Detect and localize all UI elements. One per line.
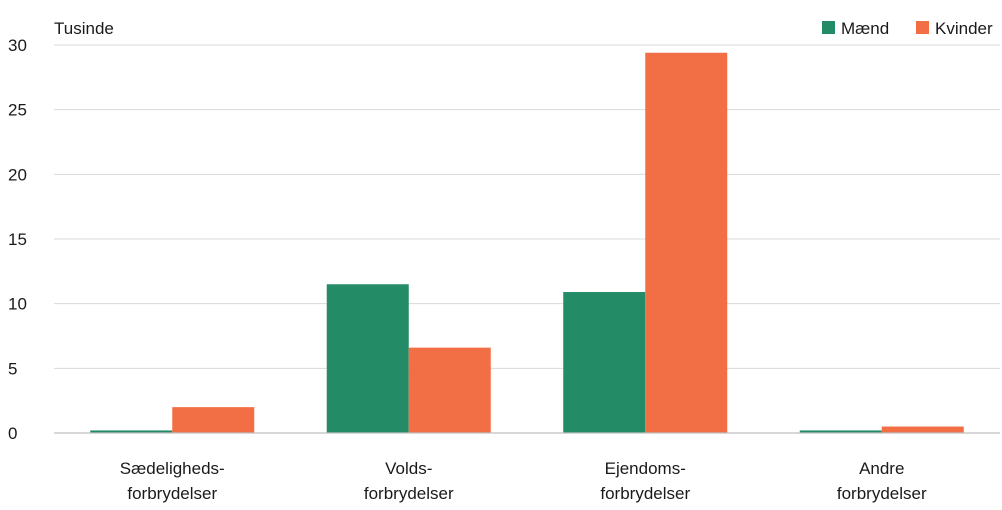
bar-maend (799, 430, 882, 433)
y-tick-label: 10 (8, 295, 27, 314)
legend-swatch (916, 21, 929, 34)
y-tick-label: 20 (8, 165, 27, 184)
y-tick-label: 30 (8, 36, 27, 55)
y-tick-label: 0 (8, 424, 17, 443)
bar-kvinder (881, 426, 964, 433)
bar-kvinder (172, 407, 255, 433)
y-tick-label: 15 (8, 230, 27, 249)
category-label: Sædeligheds-forbrydelser (120, 459, 225, 503)
y-axis-unit-label: Tusinde (54, 19, 114, 38)
x-axis-category-labels: Sædeligheds-forbrydelser Volds-forbrydels… (120, 459, 927, 503)
bar-maend (563, 292, 646, 433)
gridlines (54, 44, 1000, 369)
y-tick-label: 5 (8, 359, 17, 378)
bar-kvinder (645, 52, 728, 433)
legend-swatch (822, 21, 835, 34)
bar-maend (90, 430, 173, 433)
legend-label: Kvinder (935, 19, 993, 38)
legend-label: Mænd (841, 19, 889, 38)
bars (90, 52, 964, 433)
category-label: Ejendoms-forbrydelser (600, 459, 690, 503)
y-tick-label: 25 (8, 101, 27, 120)
legend: Mænd Kvinder (822, 19, 993, 38)
bar-maend (326, 284, 409, 433)
bar-kvinder (408, 347, 491, 433)
category-label: Andre forbrydelser (837, 459, 927, 503)
category-label: Volds-forbrydelser (364, 459, 454, 503)
y-axis-tick-labels: 0 5 10 15 20 25 30 (8, 36, 27, 443)
